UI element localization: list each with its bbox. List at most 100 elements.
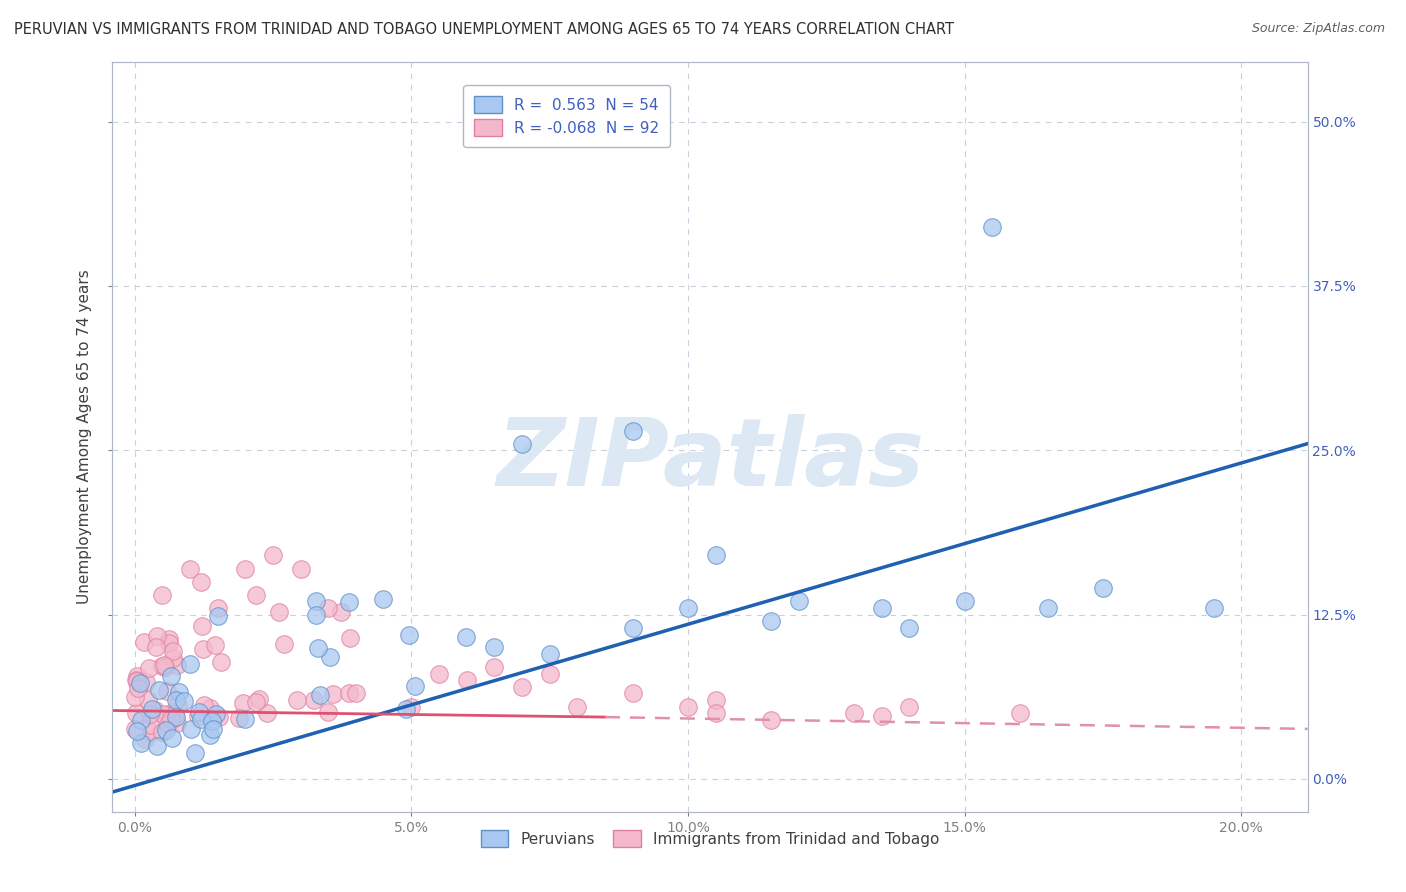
Point: [621, 621, 644, 635]
Point: [125, 723, 148, 738]
Point: [127, 673, 149, 688]
Point: [145, 640, 167, 655]
Point: [159, 712, 181, 726]
Point: [136, 692, 159, 706]
Point: [190, 619, 212, 633]
Point: [188, 705, 211, 719]
Point: [290, 561, 312, 575]
Point: [202, 722, 225, 736]
Point: [247, 691, 270, 706]
Point: [150, 588, 173, 602]
Point: [787, 594, 810, 608]
Point: [190, 574, 212, 589]
Point: [146, 739, 169, 753]
Point: [129, 713, 152, 727]
Point: [190, 712, 212, 726]
Point: [209, 655, 232, 669]
Point: [308, 689, 330, 703]
Point: [135, 674, 157, 689]
Point: [191, 642, 214, 657]
Point: [166, 698, 188, 713]
Point: [173, 694, 195, 708]
Point: [870, 601, 893, 615]
Point: [1008, 706, 1031, 720]
Point: [267, 605, 290, 619]
Point: [183, 746, 205, 760]
Point: [510, 436, 533, 450]
Point: [207, 608, 229, 623]
Point: [139, 725, 162, 739]
Point: [166, 657, 188, 672]
Point: [759, 614, 782, 628]
Point: [232, 696, 254, 710]
Point: [129, 676, 152, 690]
Point: [125, 673, 148, 687]
Point: [134, 635, 156, 649]
Point: [204, 638, 226, 652]
Point: [621, 686, 644, 700]
Point: [302, 692, 325, 706]
Point: [484, 660, 506, 674]
Point: [256, 706, 278, 721]
Point: [704, 549, 727, 563]
Point: [141, 702, 163, 716]
Point: [129, 736, 152, 750]
Point: [233, 561, 256, 575]
Point: [304, 593, 326, 607]
Point: [157, 632, 180, 646]
Point: [287, 692, 309, 706]
Point: [398, 628, 420, 642]
Point: [124, 690, 146, 704]
Point: [201, 714, 224, 728]
Point: [165, 710, 187, 724]
Point: [155, 684, 177, 698]
Point: [165, 692, 187, 706]
Point: [401, 699, 423, 714]
Point: [870, 708, 893, 723]
Point: [162, 644, 184, 658]
Point: [150, 659, 173, 673]
Point: [169, 684, 191, 698]
Point: [146, 629, 169, 643]
Point: [262, 549, 284, 563]
Point: [898, 699, 921, 714]
Point: [139, 706, 162, 721]
Point: [208, 709, 231, 723]
Text: PERUVIAN VS IMMIGRANTS FROM TRINIDAD AND TOBAGO UNEMPLOYMENT AMONG AGES 65 TO 74: PERUVIAN VS IMMIGRANTS FROM TRINIDAD AND…: [14, 22, 955, 37]
Y-axis label: Unemployment Among Ages 65 to 74 years: Unemployment Among Ages 65 to 74 years: [77, 269, 93, 605]
Point: [165, 707, 187, 722]
Point: [233, 712, 256, 726]
Point: [329, 605, 352, 619]
Point: [139, 718, 162, 732]
Point: [124, 722, 146, 736]
Point: [138, 661, 160, 675]
Point: [160, 669, 183, 683]
Point: [245, 588, 267, 602]
Point: [427, 666, 450, 681]
Point: [157, 636, 180, 650]
Point: [153, 660, 176, 674]
Point: [156, 717, 179, 731]
Point: [316, 601, 339, 615]
Point: [160, 706, 183, 721]
Point: [134, 732, 156, 747]
Point: [339, 631, 361, 645]
Point: [842, 706, 865, 720]
Point: [179, 561, 201, 575]
Point: [228, 711, 250, 725]
Point: [187, 709, 209, 723]
Point: [456, 673, 478, 688]
Point: [143, 703, 166, 717]
Point: [676, 699, 699, 714]
Point: [204, 707, 226, 722]
Point: [1091, 581, 1114, 595]
Point: [621, 424, 644, 438]
Point: [318, 650, 340, 665]
Point: [676, 601, 699, 615]
Point: [538, 647, 561, 661]
Point: [337, 686, 360, 700]
Point: [127, 681, 149, 695]
Point: [160, 731, 183, 746]
Point: [179, 657, 201, 672]
Point: [305, 607, 328, 622]
